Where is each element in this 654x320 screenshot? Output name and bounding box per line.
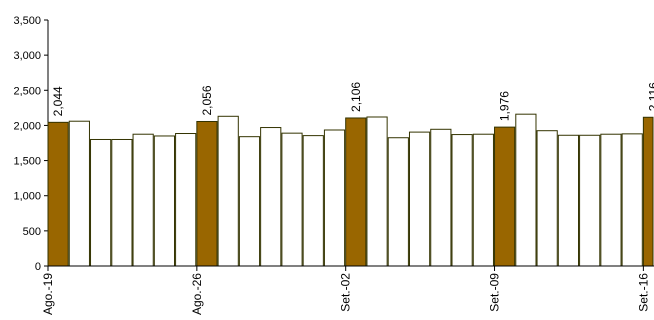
bar [323,129,346,267]
x-tick-label: Ago.-19 [41,273,55,315]
bar [579,134,601,267]
bar [132,133,154,267]
bar [238,136,261,267]
y-tick-label: 3,500 [13,15,41,27]
bar [153,135,176,267]
bar [472,133,494,267]
bar [557,134,580,267]
data-label: 2,106 [349,82,363,112]
bar-highlight [47,121,69,267]
bar [175,133,197,267]
bar [600,133,622,267]
bar [430,128,452,267]
bar [68,120,90,267]
bars [47,113,654,267]
bar [408,131,431,267]
bar [515,113,537,267]
bar [217,115,239,267]
y-tick-label: 0 [35,261,41,273]
x-tick-label: Set.-02 [339,273,353,312]
bar [451,134,473,267]
bar [281,132,303,267]
bar [536,130,558,267]
x-tick-label: Set.-09 [488,273,502,312]
bar-highlight [642,116,654,267]
y-tick-label: 3,000 [13,50,41,62]
bar [621,133,643,267]
bar [90,138,112,267]
data-labels: 2,044 2,056 2,106 1,976 2,116 [51,82,654,121]
y-tick-label: 2,000 [13,120,41,132]
y-tick-label: 500 [23,226,41,238]
data-label: 2,056 [200,85,214,115]
bar-highlight [196,120,218,267]
bar [387,137,409,267]
y-tick-label: 1,000 [13,191,41,203]
data-label: 1,976 [498,91,512,121]
bar-highlight [345,117,367,267]
y-tick-label: 1,500 [13,156,41,168]
bar [366,116,388,267]
bar [260,127,282,267]
x-tick-label: Ago.-26 [190,273,204,315]
data-label: 2,044 [51,86,65,116]
x-axis: Ago.-19 Ago.-26 Set.-02 Set.-09 Set.-16 [41,265,654,315]
bar [111,138,133,267]
data-label: 2,116 [646,82,654,111]
x-tick-label: Set.-16 [636,273,650,312]
bar-highlight [494,126,516,267]
y-axis: 0 500 1,000 1,500 2,000 2,500 3,000 3,500 [13,15,49,273]
y-tick-label: 2,500 [13,85,41,97]
bar [302,135,324,267]
